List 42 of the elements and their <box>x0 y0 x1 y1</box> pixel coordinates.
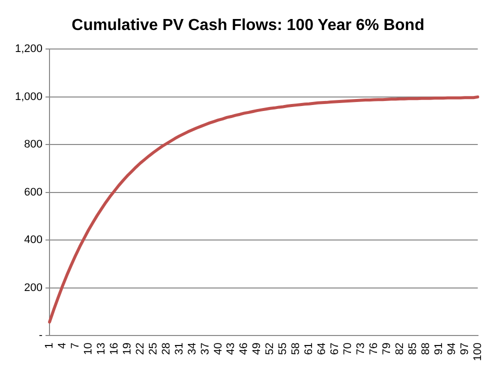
x-tick-label: 43 <box>225 342 238 355</box>
y-tick-label: 400 <box>24 234 43 246</box>
y-tick-label: - <box>38 330 43 342</box>
x-tick-label: 76 <box>368 342 380 355</box>
x-tick-label: 28 <box>160 342 172 355</box>
x-tick-label: 91 <box>432 342 445 355</box>
x-tick-label: 79 <box>380 342 393 355</box>
x-tick-label: 4 <box>56 342 69 349</box>
x-tick-label: 49 <box>251 342 264 355</box>
x-tick-label: 37 <box>199 342 212 355</box>
x-tick-label: 34 <box>186 342 198 355</box>
x-tick-label: 1 <box>44 342 56 349</box>
x-tick-label: 73 <box>355 342 368 355</box>
y-tick-label: 200 <box>24 282 43 294</box>
y-tick-label: 1,000 <box>14 90 43 103</box>
chart-title: Cumulative PV Cash Flows: 100 Year 6% Bond <box>72 17 424 34</box>
x-tick-label: 58 <box>290 342 302 355</box>
x-tick-label: 46 <box>238 342 250 355</box>
x-tick-label: 40 <box>212 342 224 355</box>
x-tick-label: 55 <box>277 342 290 355</box>
x-tick-label: 13 <box>95 342 108 355</box>
x-tick-label: 82 <box>394 342 406 355</box>
x-tick-label: 97 <box>458 342 471 355</box>
y-tick-label: 600 <box>24 186 43 198</box>
x-tick-label: 16 <box>108 342 120 355</box>
x-tick-label: 52 <box>264 342 276 355</box>
x-tick-label: 7 <box>70 342 82 349</box>
x-tick-label: 94 <box>446 342 458 355</box>
y-tick-label: 1,200 <box>14 43 43 56</box>
x-tick-label: 25 <box>147 342 160 355</box>
x-tick-label: 22 <box>134 342 146 355</box>
x-tick-label: 10 <box>82 342 94 355</box>
x-tick-label: 100 <box>472 342 484 362</box>
x-tick-label: 85 <box>406 342 419 355</box>
x-tick-label: 64 <box>316 342 328 355</box>
x-tick-label: 31 <box>173 342 186 355</box>
x-tick-label: 88 <box>420 342 432 355</box>
x-tick-label: 67 <box>329 342 342 355</box>
x-tick-label: 70 <box>342 342 354 355</box>
y-tick-label: 800 <box>24 138 43 151</box>
x-tick-label: 19 <box>121 342 134 355</box>
x-tick-label: 61 <box>303 342 316 355</box>
